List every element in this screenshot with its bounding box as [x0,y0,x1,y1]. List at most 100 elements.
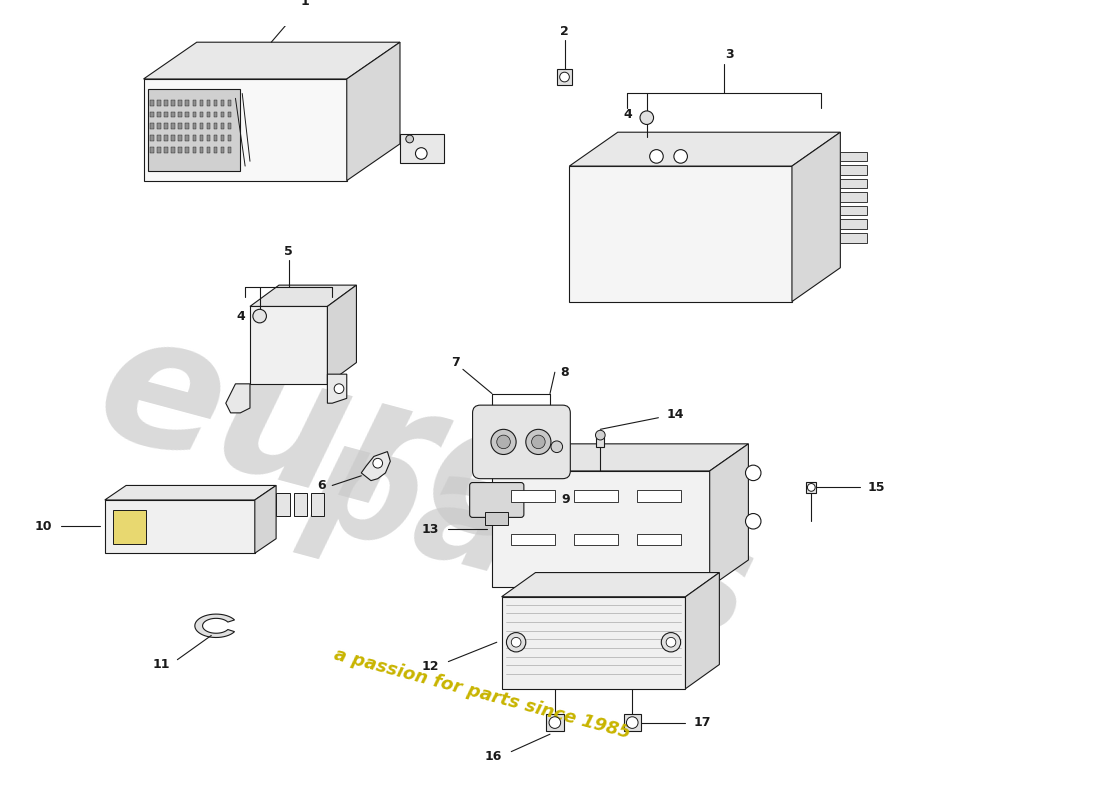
Circle shape [560,72,570,82]
Bar [213,123,218,130]
Text: 11: 11 [152,658,169,671]
Text: 14: 14 [667,408,683,422]
Polygon shape [346,42,400,181]
Bar [221,111,224,118]
Bar [207,123,210,130]
Bar [199,135,204,141]
Polygon shape [400,134,443,163]
Bar [276,494,289,517]
Text: 15: 15 [868,481,884,494]
Bar [186,147,189,153]
Polygon shape [502,597,685,689]
Text: 8: 8 [560,366,569,378]
Text: euro: euro [80,297,574,587]
Bar [164,147,168,153]
Polygon shape [840,219,868,229]
Polygon shape [570,132,840,166]
Bar [192,100,196,106]
Bar [157,135,161,141]
Bar [485,511,508,525]
Bar [150,123,154,130]
Polygon shape [840,165,868,174]
Bar [199,123,204,130]
Circle shape [497,435,510,449]
Circle shape [595,430,605,440]
Bar [213,100,218,106]
Text: 13: 13 [421,522,439,535]
Text: 10: 10 [34,520,52,533]
Polygon shape [328,374,346,403]
Circle shape [627,717,638,728]
Bar [546,714,563,731]
Bar [311,494,324,517]
Bar [157,147,161,153]
Polygon shape [255,486,276,554]
Text: 4: 4 [624,108,632,122]
Bar [228,123,231,130]
Circle shape [506,633,526,652]
Bar [178,100,182,106]
Bar [157,123,161,130]
Circle shape [807,483,815,491]
Polygon shape [792,132,840,302]
Bar [150,147,154,153]
Circle shape [253,310,266,323]
Polygon shape [195,614,234,638]
Circle shape [416,148,427,159]
Text: 1: 1 [300,0,309,8]
Bar [150,111,154,118]
Circle shape [746,514,761,529]
Circle shape [674,150,688,163]
Bar [207,135,210,141]
Text: 7: 7 [451,356,460,369]
Bar [228,147,231,153]
Bar [512,534,554,546]
Polygon shape [143,79,346,181]
Polygon shape [840,151,868,162]
Bar [207,100,210,106]
Circle shape [406,135,414,143]
Bar [199,111,204,118]
Bar [172,100,175,106]
Bar [157,100,161,106]
Bar [192,147,196,153]
Bar [574,534,618,546]
Bar [624,714,641,731]
Bar [172,111,175,118]
Bar [178,111,182,118]
Polygon shape [840,206,868,215]
Bar [172,147,175,153]
Circle shape [373,458,383,468]
Polygon shape [104,486,276,500]
Bar [186,135,189,141]
Bar [596,437,604,446]
Bar [557,70,572,85]
Bar [806,482,816,494]
Bar [178,147,182,153]
Bar [112,510,146,543]
Circle shape [640,111,653,125]
Circle shape [526,430,551,454]
Text: 6: 6 [317,479,326,492]
Bar [192,111,196,118]
Bar [213,111,218,118]
Polygon shape [840,178,868,188]
Bar [221,100,224,106]
Bar [512,490,554,502]
Text: 17: 17 [693,716,711,729]
Text: 16: 16 [484,750,502,763]
Bar [228,135,231,141]
Polygon shape [492,444,748,471]
Circle shape [512,638,521,647]
Bar [157,111,161,118]
Polygon shape [226,384,250,413]
Polygon shape [104,500,255,554]
Bar [199,147,204,153]
Bar [213,135,218,141]
Bar [221,147,224,153]
Bar [164,123,168,130]
Bar [164,111,168,118]
Circle shape [667,638,675,647]
Circle shape [334,384,344,394]
Polygon shape [328,285,356,384]
